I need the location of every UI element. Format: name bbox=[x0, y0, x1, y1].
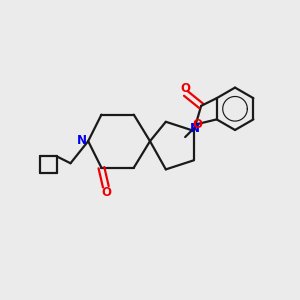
Text: N: N bbox=[190, 122, 200, 135]
Text: O: O bbox=[101, 186, 111, 199]
Text: O: O bbox=[192, 118, 202, 131]
Text: O: O bbox=[180, 82, 190, 95]
Text: N: N bbox=[77, 134, 87, 147]
